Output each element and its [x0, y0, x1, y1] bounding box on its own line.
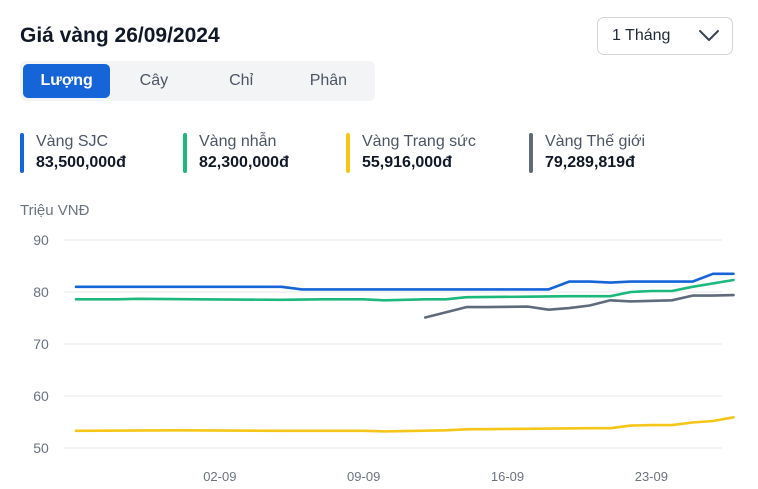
legend-color-bar [529, 133, 533, 173]
legend-value: 79,289,819đ [545, 154, 635, 171]
legend-value: 82,300,000đ [199, 154, 289, 171]
period-label: 1 Tháng [612, 27, 671, 44]
tab-luong[interactable]: Lượng [23, 64, 111, 98]
x-tick-label: 16-09 [491, 469, 524, 484]
legend-color-bar [183, 133, 187, 173]
legend-color-bar [20, 133, 24, 173]
legend-color-bar [346, 133, 350, 173]
tab-cay[interactable]: Cây [139, 72, 169, 89]
y-tick-label: 90 [33, 232, 49, 248]
legend-name: Vàng nhẫn [199, 133, 277, 150]
chevron-down-icon [698, 29, 720, 43]
legend-name: Vàng Trang sức [362, 133, 476, 150]
unit-tabs: Lượng Cây Chỉ Phân [20, 61, 375, 101]
series-line [74, 272, 735, 291]
legend-name: Vàng Thế giới [545, 133, 646, 150]
x-tick-label: 23-09 [635, 469, 668, 484]
period-dropdown[interactable]: 1 Tháng [597, 17, 733, 55]
legend-value: 83,500,000đ [36, 154, 126, 171]
tab-phan[interactable]: Phân [309, 72, 348, 89]
legend-value: 55,916,000đ [362, 154, 452, 171]
y-tick-label: 70 [33, 336, 49, 352]
series-line [423, 293, 735, 319]
y-axis-unit-label: Triệu VNĐ [20, 202, 90, 219]
x-tick-label: 09-09 [347, 469, 380, 484]
series-line [74, 278, 735, 302]
y-tick-label: 80 [33, 284, 49, 300]
x-tick-label: 02-09 [203, 469, 236, 484]
page-title: Giá vàng 26/09/2024 [20, 24, 220, 47]
legend: Vàng SJC 83,500,000đ Vàng nhẫn 82,300,00… [0, 132, 758, 176]
y-tick-label: 60 [33, 388, 49, 404]
y-tick-label: 50 [33, 440, 49, 456]
legend-name: Vàng SJC [36, 133, 109, 150]
series-line [74, 415, 735, 433]
tab-chi[interactable]: Chỉ [229, 72, 254, 89]
